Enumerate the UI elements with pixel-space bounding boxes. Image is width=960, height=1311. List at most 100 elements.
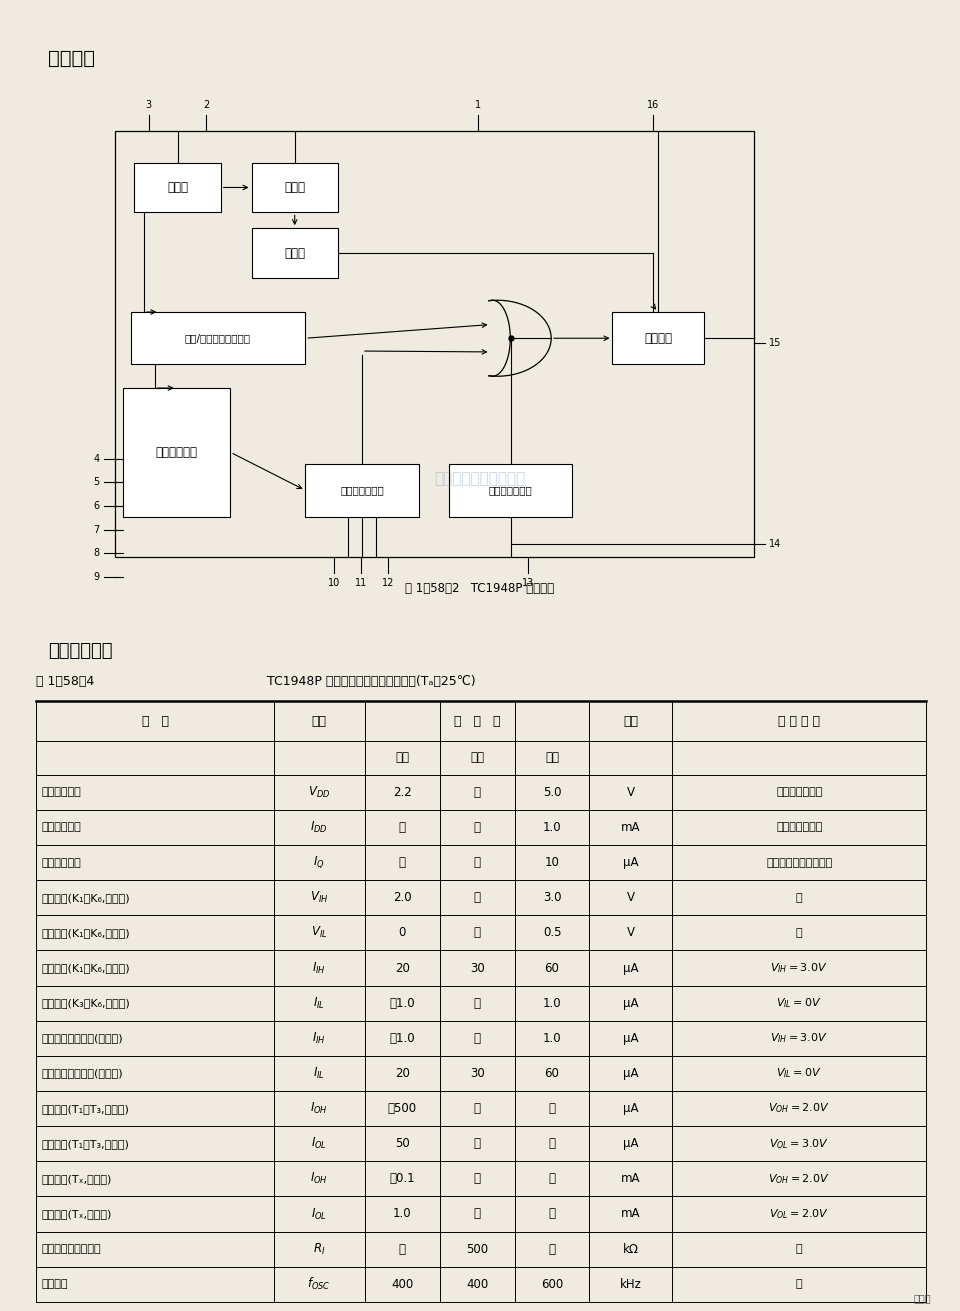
Text: $V_{IH}=3.0V$: $V_{IH}=3.0V$	[770, 1032, 828, 1045]
Text: 振荡器内部反馈电阻: 振荡器内部反馈电阻	[41, 1244, 101, 1255]
Text: 输据检测输入电流(高电平): 输据检测输入电流(高电平)	[41, 1033, 123, 1044]
Text: $V_{OL}=2.0V$: $V_{OL}=2.0V$	[769, 1207, 829, 1221]
Text: 60: 60	[544, 1067, 560, 1080]
Text: 表 1－58－4: 表 1－58－4	[36, 675, 95, 688]
Text: －: －	[473, 891, 481, 905]
Text: 2.0: 2.0	[393, 891, 412, 905]
Text: －: －	[473, 1137, 481, 1150]
Text: $V_{OH}=2.0V$: $V_{OH}=2.0V$	[768, 1101, 830, 1116]
Text: －1.0: －1.0	[390, 996, 415, 1009]
Text: 逻辑框图: 逻辑框图	[48, 49, 95, 67]
Bar	[134, 163, 221, 212]
Text: $I_{OL}$: $I_{OL}$	[311, 1206, 327, 1222]
Text: 7: 7	[93, 524, 100, 535]
Text: μA: μA	[623, 1137, 638, 1150]
Text: 30: 30	[469, 1067, 485, 1080]
Text: 2: 2	[204, 100, 209, 110]
Bar	[131, 312, 305, 364]
Text: －1.0: －1.0	[390, 1032, 415, 1045]
Text: kΩ: kΩ	[623, 1243, 638, 1256]
Text: $V_{IL}=0V$: $V_{IL}=0V$	[777, 1067, 822, 1080]
Text: －: －	[473, 785, 481, 798]
Text: 所有功能都工作: 所有功能都工作	[776, 788, 823, 797]
Text: 0.5: 0.5	[542, 927, 562, 940]
Text: $I_{IH}$: $I_{IH}$	[312, 961, 326, 975]
Text: $I_{OH}$: $I_{OH}$	[310, 1101, 328, 1116]
Text: 20: 20	[395, 1067, 410, 1080]
Text: $I_{IH}$: $I_{IH}$	[312, 1030, 326, 1046]
Text: 5: 5	[93, 477, 100, 488]
Text: 8: 8	[94, 548, 100, 558]
Text: mA: mA	[621, 821, 640, 834]
Text: 13: 13	[522, 578, 534, 589]
Text: 1: 1	[475, 100, 481, 110]
Text: $V_{IL}=0V$: $V_{IL}=0V$	[777, 996, 822, 1009]
Text: 电气技术指标: 电气技术指标	[48, 642, 112, 661]
Text: 30: 30	[469, 961, 485, 974]
Text: 6: 6	[94, 501, 100, 511]
Text: 最大: 最大	[545, 751, 559, 764]
Text: 键盘输入电路: 键盘输入电路	[156, 446, 198, 459]
Text: 代码信号发生器: 代码信号发生器	[489, 485, 533, 496]
Text: μA: μA	[623, 856, 638, 869]
Text: μA: μA	[623, 961, 638, 974]
Text: 输出电流(Tₓ,高电平): 输出电流(Tₓ,高电平)	[41, 1173, 111, 1184]
Text: 1.0: 1.0	[542, 1032, 562, 1045]
Text: 接线图: 接线图	[914, 1293, 931, 1303]
Text: 参   数   值: 参 数 值	[454, 714, 500, 728]
Text: －: －	[548, 1137, 556, 1150]
Text: －: －	[796, 893, 803, 903]
Text: 50: 50	[395, 1137, 410, 1150]
Text: $I_{OL}$: $I_{OL}$	[311, 1137, 327, 1151]
Text: $I_{IL}$: $I_{IL}$	[313, 1066, 325, 1082]
Text: 9: 9	[94, 572, 100, 582]
Text: 同步/单脉冲信号发生器: 同步/单脉冲信号发生器	[185, 333, 251, 343]
Text: 10: 10	[544, 856, 560, 869]
Text: $V_{IL}$: $V_{IL}$	[311, 926, 327, 940]
Text: 15: 15	[769, 338, 781, 349]
Text: mA: mA	[621, 1172, 640, 1185]
Bar	[449, 464, 572, 517]
Text: $V_{DD}$: $V_{DD}$	[308, 785, 330, 800]
Text: 按键闭合，空载: 按键闭合，空载	[776, 822, 823, 832]
Text: μA: μA	[623, 1032, 638, 1045]
Text: 输出电流(Tₓ,低电平): 输出电流(Tₓ,低电平)	[41, 1209, 111, 1219]
Text: －: －	[473, 1032, 481, 1045]
Text: 振荡器: 振荡器	[167, 181, 188, 194]
Text: μA: μA	[623, 996, 638, 1009]
Text: －: －	[548, 1207, 556, 1221]
Text: mA: mA	[621, 1207, 640, 1221]
Text: $R_I$: $R_I$	[313, 1242, 325, 1257]
Text: 输据检测输入电流(低电平): 输据检测输入电流(低电平)	[41, 1068, 123, 1079]
Text: －: －	[473, 1103, 481, 1116]
Text: 名   称: 名 称	[141, 714, 169, 728]
Text: $I_{DD}$: $I_{DD}$	[310, 819, 328, 835]
Text: －: －	[473, 996, 481, 1009]
Text: 杭州焰客科技有限公司: 杭州焰客科技有限公司	[434, 471, 526, 486]
Text: 400: 400	[391, 1278, 414, 1291]
Text: 3: 3	[146, 100, 152, 110]
Text: 3.0: 3.0	[542, 891, 562, 905]
Text: －: －	[398, 856, 406, 869]
Text: －: －	[796, 1244, 803, 1255]
Text: 振荡频率: 振荡频率	[41, 1280, 68, 1289]
Text: $V_{OH}=2.0V$: $V_{OH}=2.0V$	[768, 1172, 830, 1185]
Text: 图 1－58－2   TC1948P 逻辑框图: 图 1－58－2 TC1948P 逻辑框图	[405, 582, 555, 595]
Text: $V_{IH}$: $V_{IH}$	[310, 890, 328, 906]
Bar	[252, 163, 338, 212]
Text: μA: μA	[623, 1067, 638, 1080]
Text: 所有键打开，停止振荡: 所有键打开，停止振荡	[766, 857, 832, 868]
Text: －: －	[398, 821, 406, 834]
Text: 0: 0	[398, 927, 406, 940]
Text: －500: －500	[388, 1103, 417, 1116]
Text: 4: 4	[94, 454, 100, 464]
Text: 2.2: 2.2	[393, 785, 412, 798]
Text: 输出电路: 输出电路	[644, 332, 672, 345]
Text: kHz: kHz	[620, 1278, 641, 1291]
Bar	[612, 312, 704, 364]
Text: 电源工作电流: 电源工作电流	[41, 822, 81, 832]
Text: 1.0: 1.0	[393, 1207, 412, 1221]
Text: －: －	[548, 1172, 556, 1185]
Text: 16: 16	[647, 100, 659, 110]
Text: －: －	[398, 1243, 406, 1256]
